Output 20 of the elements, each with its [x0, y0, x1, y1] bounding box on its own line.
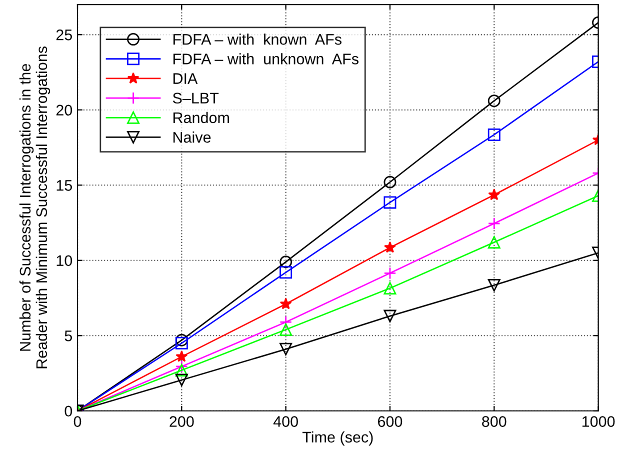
y-tick-label: 15	[56, 180, 72, 191]
legend-label: Random	[173, 112, 229, 124]
legend-label: Naive	[173, 132, 211, 143]
y-tick-label: 20	[56, 104, 72, 116]
legend-label: S–LBT	[172, 92, 219, 104]
x-tick-label: 400	[273, 416, 298, 427]
y-tick-label: 10	[56, 255, 72, 266]
legend-label: FDFA – with known AFs	[173, 34, 342, 45]
y-tick-label: 0	[64, 406, 72, 417]
y-tick-label: 5	[64, 330, 72, 342]
x-tick-label: 800	[482, 416, 506, 427]
legend-label: DIA	[173, 73, 198, 84]
x-tick-label: 1000	[582, 416, 615, 427]
x-axis-title: Time (sec)	[302, 431, 373, 446]
x-tick-label: 200	[170, 416, 194, 427]
x-tick-label: 0	[74, 416, 82, 427]
y-axis-title: Number of Successful Interrogations in the Reader with Minimum Successful Interrogations	[19, 46, 50, 368]
legend-label: FDFA – with unknown AFs	[173, 53, 358, 64]
x-tick-label: 600	[378, 416, 402, 427]
y-tick-label: 25	[56, 30, 72, 40]
